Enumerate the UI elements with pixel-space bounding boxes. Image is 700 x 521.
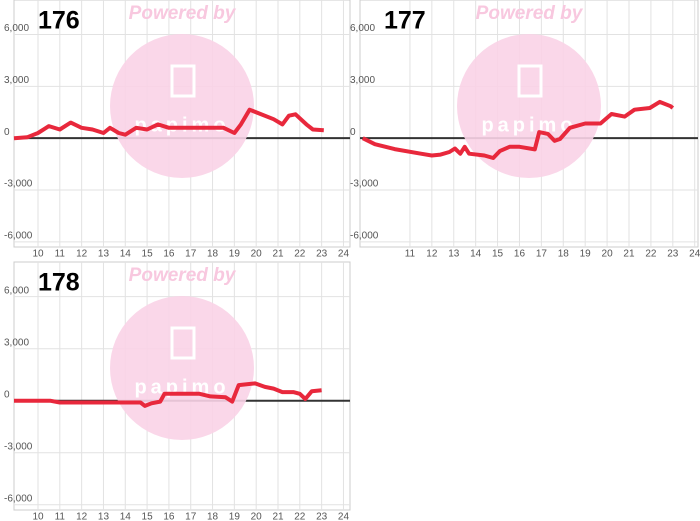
y-tick-label: 0 (4, 127, 10, 138)
x-tick-label: 24 (338, 249, 350, 260)
y-tick-label: -3,000 (4, 441, 33, 452)
x-tick-label: 11 (405, 249, 416, 260)
y-tick-label: 0 (350, 127, 356, 138)
watermark-circle (457, 34, 601, 178)
x-tick-label: 21 (272, 512, 284, 521)
data-line (14, 381, 322, 408)
y-tick-label: 6,000 (4, 23, 29, 34)
x-tick-label: 10 (32, 512, 44, 521)
x-tick-label: 23 (316, 249, 328, 260)
x-tick-label: 18 (207, 249, 219, 260)
x-tick-label: 17 (185, 249, 197, 260)
y-tick-label: -3,000 (350, 179, 379, 190)
x-tick-label: 23 (667, 249, 679, 260)
y-tick-label: -6,000 (4, 493, 33, 504)
x-tick-label: 17 (185, 512, 197, 521)
x-tick-label: 16 (163, 512, 175, 521)
chart-title: 176 (38, 7, 80, 35)
x-tick-label: 10 (32, 249, 44, 260)
y-tick-label: 3,000 (4, 75, 29, 86)
x-tick-label: 24 (338, 512, 350, 521)
x-tick-label: 16 (163, 249, 175, 260)
x-tick-label: 22 (645, 249, 657, 260)
y-tick-label: -6,000 (350, 230, 379, 241)
watermark-icon (170, 64, 196, 98)
x-tick-label: 16 (514, 249, 526, 260)
x-tick-label: 17 (536, 249, 548, 260)
x-tick-label: 15 (142, 249, 154, 260)
watermark-icon (170, 326, 196, 360)
x-tick-label: 11 (55, 512, 66, 521)
x-tick-label: 15 (492, 249, 504, 260)
x-tick-label: 18 (558, 249, 570, 260)
y-tick-label: 6,000 (4, 285, 29, 296)
x-tick-label: 13 (98, 249, 110, 260)
x-tick-label: 19 (229, 249, 241, 260)
watermark-logo: papimo (134, 114, 229, 136)
x-tick-label: 14 (120, 512, 132, 521)
y-tick-label: -3,000 (4, 179, 33, 190)
x-tick-label: 14 (470, 249, 482, 260)
x-tick-label: 19 (580, 249, 592, 260)
x-tick-label: 19 (229, 512, 241, 521)
x-tick-label: 22 (294, 249, 306, 260)
x-tick-label: 14 (120, 249, 132, 260)
x-tick-label: 20 (251, 249, 263, 260)
data-line (13, 107, 324, 141)
x-tick-label: 21 (272, 249, 284, 260)
chart-title: 178 (38, 269, 80, 297)
chart-title: 177 (384, 7, 426, 35)
y-tick-label: 6,000 (350, 23, 375, 34)
watermark-text: Powered by (129, 3, 237, 24)
x-tick-label: 13 (98, 512, 110, 521)
x-tick-label: 15 (142, 512, 154, 521)
x-tick-label: 11 (55, 249, 66, 260)
watermark-circle (110, 296, 254, 440)
x-tick-label: 21 (623, 249, 635, 260)
watermark-text: Powered by (129, 265, 237, 286)
y-tick-label: 3,000 (4, 337, 29, 348)
x-tick-label: 24 (689, 249, 700, 260)
x-tick-label: 12 (76, 249, 88, 260)
x-tick-label: 12 (426, 249, 438, 260)
x-tick-label: 13 (448, 249, 460, 260)
data-line (361, 99, 675, 160)
x-tick-label: 18 (207, 512, 219, 521)
y-tick-label: -6,000 (4, 230, 33, 241)
watermark-text: Powered by (476, 3, 584, 24)
watermark-circle (110, 34, 254, 178)
x-tick-label: 12 (76, 512, 88, 521)
x-tick-label: 22 (294, 512, 306, 521)
x-tick-label: 20 (251, 512, 263, 521)
panel: 11 12 13 14 15 16 17 18 19 20 21 22 23 24 6,000 3,000 0 -… (350, 0, 700, 260)
watermark-logo: papimo (481, 114, 576, 136)
y-tick-label: 0 (4, 389, 10, 400)
y-tick-label: 3,000 (350, 75, 375, 86)
watermark-icon (517, 64, 543, 98)
panel: 10 11 12 13 14 15 16 17 18 19 20 21 22 23 24 6,000 3,000… (4, 0, 351, 260)
panel: 10 11 12 13 14 15 16 17 18 19 20 21 22 23 24 6,000 3,000… (4, 261, 351, 521)
x-tick-label: 23 (316, 512, 328, 521)
x-tick-label: 20 (602, 249, 614, 260)
